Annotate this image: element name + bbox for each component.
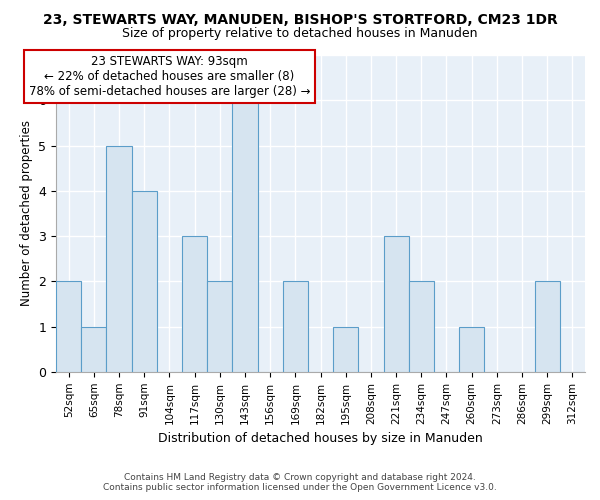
Text: 23, STEWARTS WAY, MANUDEN, BISHOP'S STORTFORD, CM23 1DR: 23, STEWARTS WAY, MANUDEN, BISHOP'S STOR… <box>43 12 557 26</box>
Text: Size of property relative to detached houses in Manuden: Size of property relative to detached ho… <box>122 28 478 40</box>
Bar <box>459 326 484 372</box>
Bar <box>56 282 81 372</box>
Bar <box>383 236 409 372</box>
Bar <box>131 191 157 372</box>
Bar <box>182 236 207 372</box>
Text: 23 STEWARTS WAY: 93sqm
← 22% of detached houses are smaller (8)
78% of semi-deta: 23 STEWARTS WAY: 93sqm ← 22% of detached… <box>29 55 310 98</box>
Bar <box>333 326 358 372</box>
Bar <box>283 282 308 372</box>
Bar <box>409 282 434 372</box>
X-axis label: Distribution of detached houses by size in Manuden: Distribution of detached houses by size … <box>158 432 483 445</box>
Bar <box>81 326 106 372</box>
Bar <box>106 146 131 372</box>
Text: Contains HM Land Registry data © Crown copyright and database right 2024.
Contai: Contains HM Land Registry data © Crown c… <box>103 473 497 492</box>
Bar <box>232 100 257 372</box>
Y-axis label: Number of detached properties: Number of detached properties <box>20 120 33 306</box>
Bar <box>535 282 560 372</box>
Bar <box>207 282 232 372</box>
